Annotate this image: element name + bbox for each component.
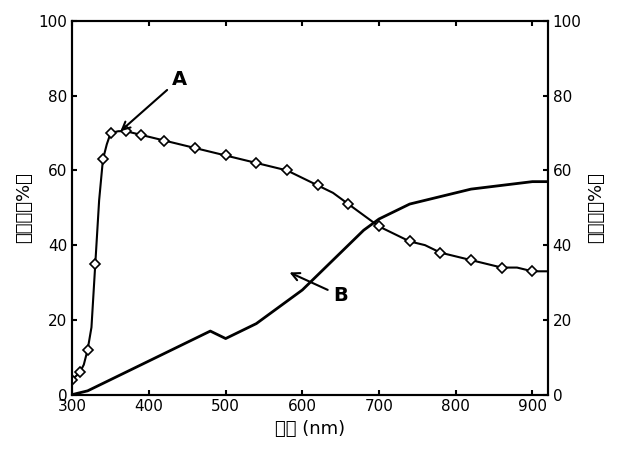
- Y-axis label: 透过率（%）: 透过率（%）: [15, 172, 33, 243]
- Y-axis label: 反射率（%）: 反射率（%）: [587, 172, 605, 243]
- Text: B: B: [291, 273, 348, 305]
- X-axis label: 波长 (nm): 波长 (nm): [275, 420, 345, 438]
- Text: A: A: [122, 69, 187, 130]
